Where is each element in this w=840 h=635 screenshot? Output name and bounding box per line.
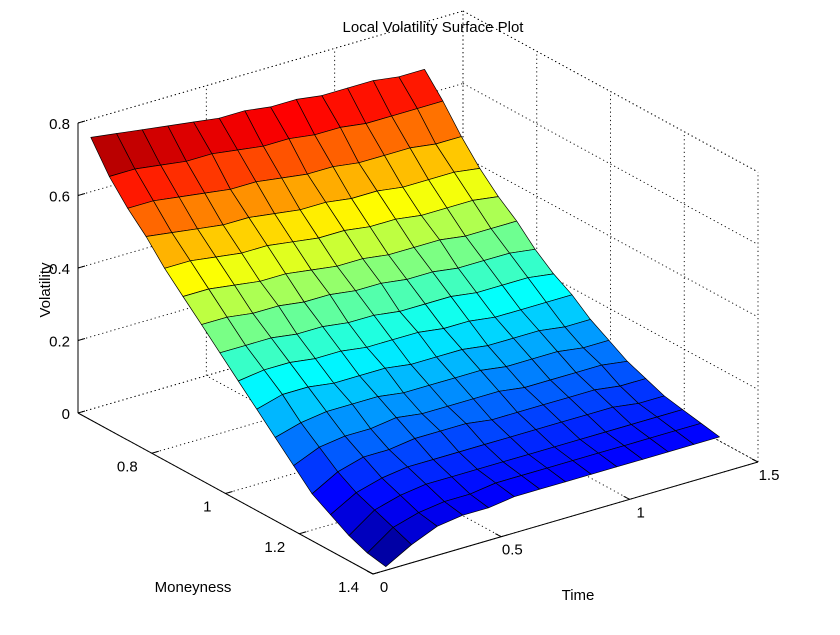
x-axis-label: Time bbox=[562, 587, 595, 604]
x-tick-mark bbox=[366, 570, 374, 575]
z-tick-mark bbox=[77, 193, 86, 196]
z-tick-mark bbox=[77, 120, 86, 124]
side-wall-gridline bbox=[462, 228, 759, 390]
z-tick-mark bbox=[77, 265, 86, 269]
axis-labels: Local Volatility Surface Plot Volatility… bbox=[37, 19, 594, 604]
z-tick-label: 0.2 bbox=[49, 334, 70, 351]
box-edge bbox=[462, 10, 759, 173]
y-tick-label: 1 bbox=[203, 499, 211, 516]
y-tick-mark bbox=[372, 571, 381, 575]
z-tick-mark bbox=[77, 410, 86, 414]
tick-labels: 0 0.2 0.4 0.6 0.8 0.8 1 1.2 1.4 0 0.5 1 1.5 bbox=[49, 116, 779, 596]
x-tick-mark bbox=[495, 533, 502, 538]
y-tick-mark bbox=[151, 450, 159, 454]
y-tick-label: 1.2 bbox=[264, 539, 285, 556]
z-tick-label: 0 bbox=[62, 406, 70, 423]
z-axis-label: Volatility bbox=[37, 262, 54, 318]
z-tick-label: 0.4 bbox=[49, 261, 70, 278]
x-tick-label: 1 bbox=[636, 504, 644, 521]
y-tick-label: 1.4 bbox=[338, 579, 359, 596]
z-tick-label: 0.6 bbox=[49, 189, 70, 206]
x-tick-mark bbox=[751, 458, 759, 463]
z-tick-label: 0.8 bbox=[49, 116, 70, 133]
surface-patch bbox=[367, 527, 412, 567]
y-tick-label: 0.8 bbox=[117, 458, 138, 475]
y-tick-mark bbox=[299, 531, 307, 535]
x-tick-label: 0 bbox=[380, 579, 388, 596]
y-tick-mark bbox=[225, 491, 233, 494]
y-axis-label: Moneyness bbox=[155, 579, 232, 596]
side-wall-gridline bbox=[462, 155, 759, 318]
x-tick-mark bbox=[623, 495, 630, 500]
surface bbox=[90, 68, 720, 567]
side-wall-gridline bbox=[462, 83, 759, 245]
z-tick-mark bbox=[77, 338, 86, 341]
x-tick-label: 1.5 bbox=[759, 467, 780, 484]
chart-title: Local Volatility Surface Plot bbox=[343, 19, 525, 36]
x-axis-line bbox=[372, 461, 759, 575]
x-tick-label: 0.5 bbox=[502, 542, 523, 559]
